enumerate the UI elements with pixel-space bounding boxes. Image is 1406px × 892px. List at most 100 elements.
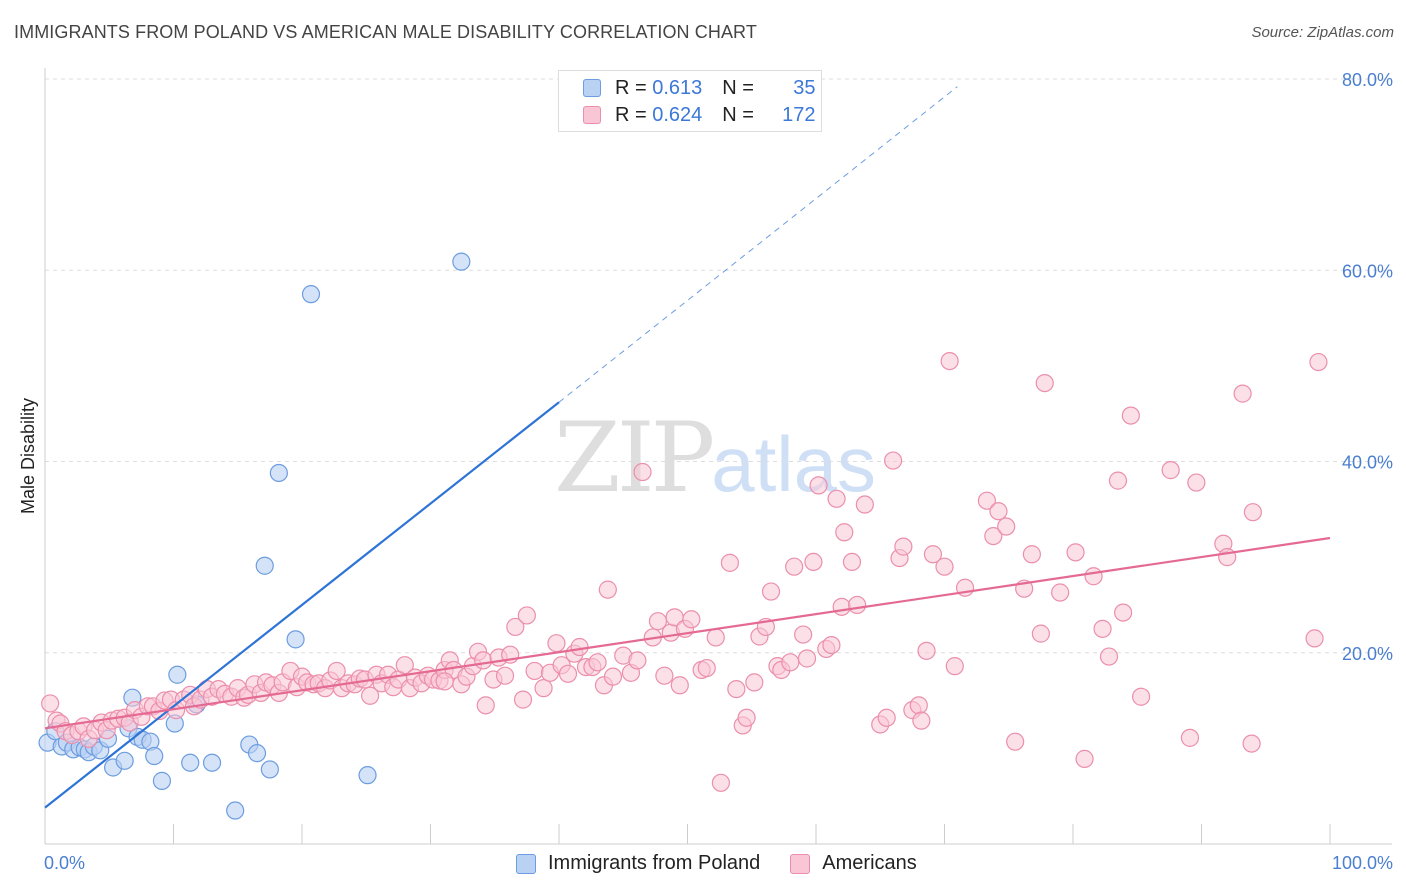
- americans-point: [1099, 647, 1119, 666]
- legend-swatch-poland: [516, 853, 536, 874]
- americans-point: [1093, 619, 1112, 638]
- series-poland-points: [38, 252, 471, 820]
- source-label: Source: ZipAtlas.com: [1251, 24, 1394, 41]
- legend-r-label: R =: [615, 103, 647, 126]
- americans-point: [1187, 473, 1206, 492]
- americans-point: [711, 773, 731, 792]
- grid-lines: [45, 78, 1392, 654]
- poland-point: [358, 766, 377, 785]
- americans-point: [997, 517, 1016, 536]
- americans-point: [706, 628, 725, 647]
- americans-point: [883, 451, 903, 470]
- americans-point: [506, 617, 525, 637]
- americans-point: [737, 708, 756, 727]
- americans-point: [655, 666, 674, 685]
- watermark: ZIPatlas: [554, 402, 876, 514]
- americans-point: [855, 495, 874, 514]
- americans-point: [1242, 734, 1261, 753]
- americans-point: [822, 635, 841, 655]
- legend-r-label: R =: [615, 76, 647, 99]
- axes: [44, 68, 1392, 845]
- poland-point: [255, 556, 274, 575]
- series-legend: Immigrants from Poland Americans: [516, 852, 947, 875]
- americans-point: [1180, 728, 1200, 747]
- americans-point: [1031, 624, 1050, 643]
- americans-point: [842, 552, 862, 572]
- legend-item-poland: Immigrants from Poland: [516, 852, 760, 875]
- y-tick-label: 40.0%: [1342, 453, 1393, 473]
- americans-point: [1006, 732, 1025, 751]
- americans-point: [633, 462, 652, 482]
- americans-point: [720, 553, 740, 572]
- chart-title: IMMIGRANTS FROM POLAND VS AMERICAN MALE …: [14, 22, 757, 42]
- americans-point: [1114, 603, 1133, 622]
- y-tick-label: 20.0%: [1342, 644, 1393, 664]
- americans-point: [835, 523, 854, 542]
- americans-point: [984, 526, 1003, 546]
- americans-point: [745, 673, 764, 692]
- americans-point: [1121, 406, 1140, 425]
- americans-point: [435, 672, 454, 691]
- americans-point: [1075, 749, 1094, 768]
- tick-labels: 20.0% 40.0% 60.0% 80.0% 0.0% 100.0%: [44, 70, 1393, 873]
- americans-point: [495, 666, 515, 685]
- poland-point: [286, 630, 305, 649]
- poland-point: [260, 760, 279, 779]
- poland-point: [181, 753, 200, 772]
- series-americans-points: [41, 351, 1328, 792]
- americans-point: [1051, 583, 1070, 602]
- americans-point: [603, 667, 623, 686]
- y-axis-label: Male Disability: [18, 398, 38, 514]
- americans-point: [727, 679, 746, 699]
- americans-point: [1066, 543, 1085, 562]
- legend-row-americans: R = 0.624 N = 172: [583, 102, 816, 128]
- americans-point: [794, 625, 813, 644]
- americans-point: [989, 502, 1008, 521]
- americans-point: [809, 476, 828, 495]
- americans-point: [909, 696, 928, 715]
- americans-point: [1022, 545, 1041, 564]
- americans-point: [1108, 471, 1128, 490]
- americans-point: [804, 552, 823, 572]
- y-tick-label: 60.0%: [1342, 261, 1393, 281]
- stats-legend: R = 0.613 N = 35 R = 0.624 N = 172: [558, 70, 822, 132]
- legend-row-poland: R = 0.613 N = 35: [583, 75, 816, 101]
- americans-point: [1309, 352, 1328, 372]
- americans-point: [1243, 503, 1263, 522]
- americans-point: [912, 711, 931, 730]
- americans-point: [781, 653, 800, 672]
- americans-point: [923, 545, 943, 564]
- americans-point: [761, 582, 781, 601]
- legend-item-americans: Americans: [790, 852, 917, 875]
- americans-trend-line: [44, 536, 1331, 730]
- americans-point: [785, 557, 804, 576]
- americans-point: [935, 557, 954, 576]
- americans-point: [525, 661, 544, 681]
- legend-swatch-americans: [790, 853, 811, 874]
- americans-point: [697, 658, 716, 678]
- poland-point: [269, 463, 288, 483]
- legend-n-label: N =: [722, 103, 754, 126]
- americans-point: [877, 708, 896, 727]
- poland-point: [115, 751, 134, 770]
- americans-point: [917, 641, 936, 660]
- x-tick-label: 0.0%: [44, 853, 85, 873]
- americans-point: [1233, 384, 1252, 403]
- americans-point: [894, 537, 913, 556]
- legend-swatch-americans: [583, 106, 601, 124]
- poland-point: [226, 801, 245, 820]
- americans-point: [361, 686, 380, 705]
- legend-label-poland: Immigrants from Poland: [548, 852, 761, 874]
- americans-point: [327, 661, 346, 681]
- americans-point: [797, 649, 817, 668]
- legend-n-value: 172: [782, 103, 816, 126]
- americans-point: [945, 657, 964, 676]
- americans-point: [547, 634, 566, 653]
- poland-trend-line: [44, 401, 560, 809]
- poland-point: [202, 753, 222, 772]
- americans-point: [1305, 629, 1324, 648]
- americans-point: [940, 351, 959, 371]
- legend-r-value: 0.613: [652, 76, 703, 99]
- poland-point: [452, 252, 471, 271]
